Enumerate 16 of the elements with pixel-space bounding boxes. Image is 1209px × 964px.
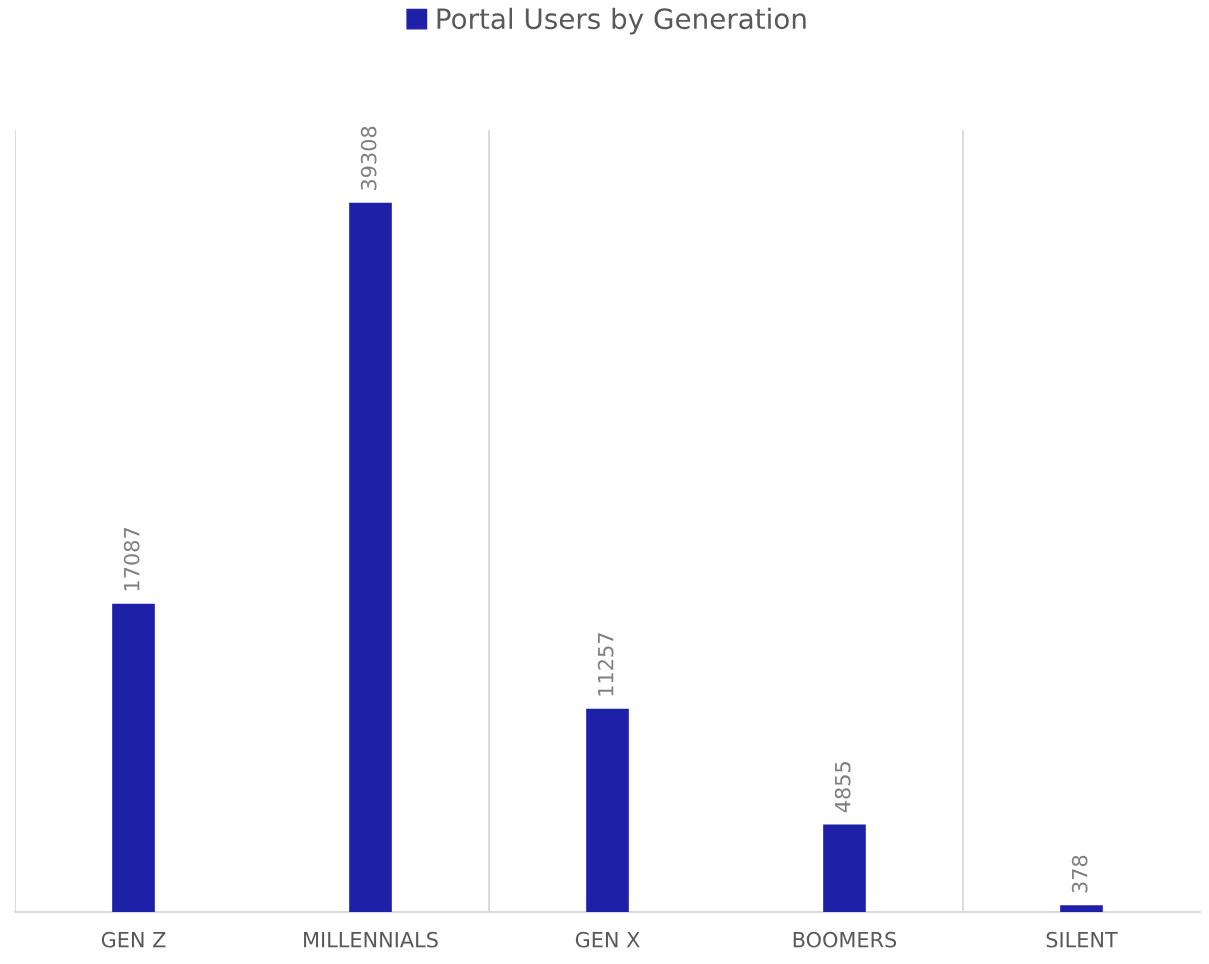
x-tick-label: GEN X [575, 931, 640, 948]
data-label: 39308 [360, 126, 377, 190]
bar [349, 202, 392, 912]
x-tick-label: MILLENNIALS [304, 931, 438, 948]
data-label: 4855 [834, 762, 851, 813]
bar [586, 708, 629, 912]
data-label: 378 [1071, 855, 1088, 893]
x-tick-label: SILENT [1046, 931, 1118, 948]
bar [112, 603, 155, 912]
legend-label: Portal Users by Generation [437, 7, 806, 35]
bar [823, 824, 866, 912]
data-label: 11257 [597, 633, 614, 696]
data-label: 17087 [123, 528, 140, 591]
x-tick-label: BOOMERS [793, 931, 897, 948]
bar [1060, 905, 1103, 912]
x-tick-label: GEN Z [101, 931, 166, 948]
